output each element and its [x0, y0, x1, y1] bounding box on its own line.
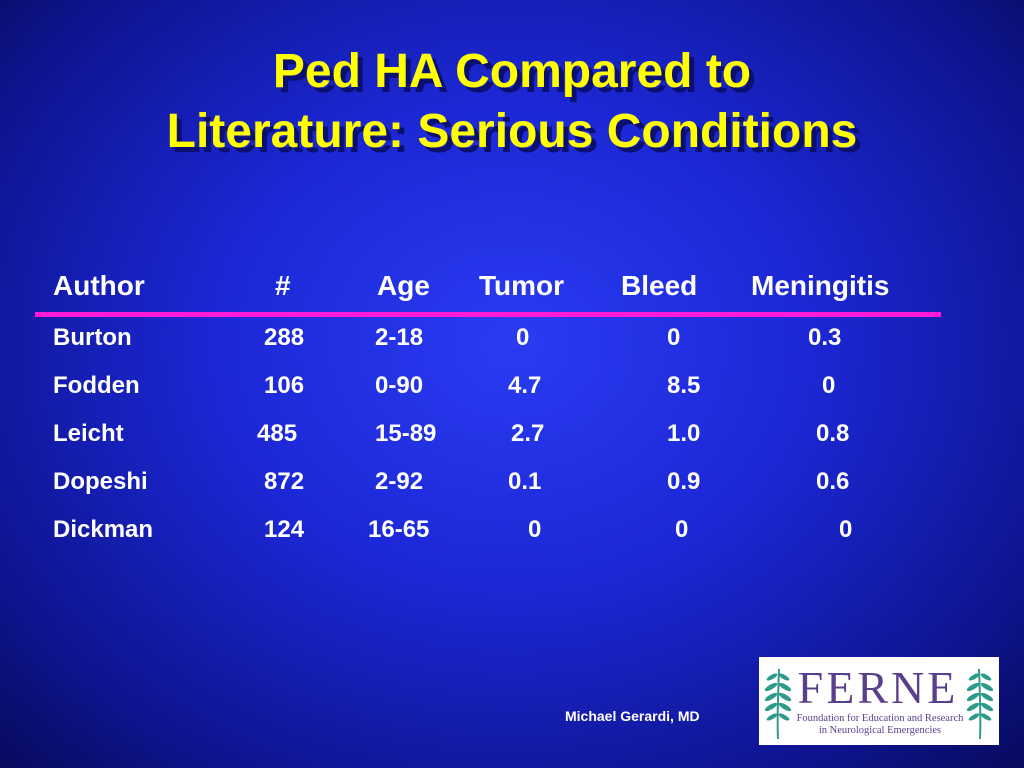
- cell-tumor: 0: [528, 516, 542, 543]
- cell-meningitis: 0: [822, 372, 836, 399]
- cell-author: Burton: [53, 324, 132, 351]
- cell-meningitis: 0.3: [808, 324, 842, 351]
- cell-tumor: 0.1: [508, 468, 542, 495]
- cell-bleed: 0: [667, 324, 681, 351]
- cell-age: 16-65: [368, 516, 430, 543]
- cell-age: 0-90: [375, 372, 424, 399]
- slide-title-line-1: Ped HA Compared to: [272, 45, 752, 98]
- presenter-credit: Michael Gerardi, MD: [565, 708, 700, 724]
- fern-left-icon: [764, 668, 792, 740]
- header-count: #: [275, 270, 291, 301]
- logo-subtitle-line-1: Foundation for Education and Research: [796, 713, 964, 724]
- logo-subtitle-line-2: in Neurological Emergencies: [818, 725, 942, 736]
- cell-author: Leicht: [53, 420, 124, 447]
- fern-right-icon: [966, 668, 994, 740]
- header-author: Author: [53, 270, 145, 301]
- ferne-logo: FERNE Foundation for Education and Resea…: [759, 657, 999, 745]
- cell-author: Dickman: [53, 516, 154, 543]
- cell-tumor: 2.7: [511, 420, 545, 447]
- header-meningitis: Meningitis: [751, 270, 890, 301]
- cell-author: Fodden: [53, 372, 140, 399]
- cell-meningitis: 0: [839, 516, 853, 543]
- cell-bleed: 1.0: [667, 420, 701, 447]
- header-age: Age: [377, 270, 430, 301]
- logo-letters: FERNE: [797, 662, 959, 713]
- cell-meningitis: 0.8: [816, 420, 850, 447]
- cell-age: 2-92: [375, 468, 424, 495]
- cell-count: 288: [264, 324, 305, 351]
- cell-tumor: 4.7: [508, 372, 542, 399]
- logo-subtitle: Foundation for Education and Research in…: [789, 713, 971, 737]
- cell-age: 15-89: [375, 420, 437, 447]
- cell-bleed: 8.5: [667, 372, 701, 399]
- header-divider: [35, 312, 941, 317]
- header-tumor: Tumor: [479, 270, 565, 301]
- cell-age: 2-18: [375, 324, 424, 351]
- header-bleed: Bleed: [621, 270, 698, 301]
- slide-title-line-2: Literature: Serious Conditions: [166, 105, 858, 158]
- cell-count: 485: [257, 420, 298, 447]
- cell-count: 872: [264, 468, 305, 495]
- slide-title: Ped HA Compared to Literature: Serious C…: [0, 42, 1024, 162]
- cell-bleed: 0.9: [667, 468, 701, 495]
- cell-author: Dopeshi: [53, 468, 148, 495]
- cell-count: 106: [264, 372, 305, 399]
- cell-count: 124: [264, 516, 305, 543]
- cell-meningitis: 0.6: [816, 468, 850, 495]
- cell-tumor: 0: [516, 324, 530, 351]
- cell-bleed: 0: [675, 516, 689, 543]
